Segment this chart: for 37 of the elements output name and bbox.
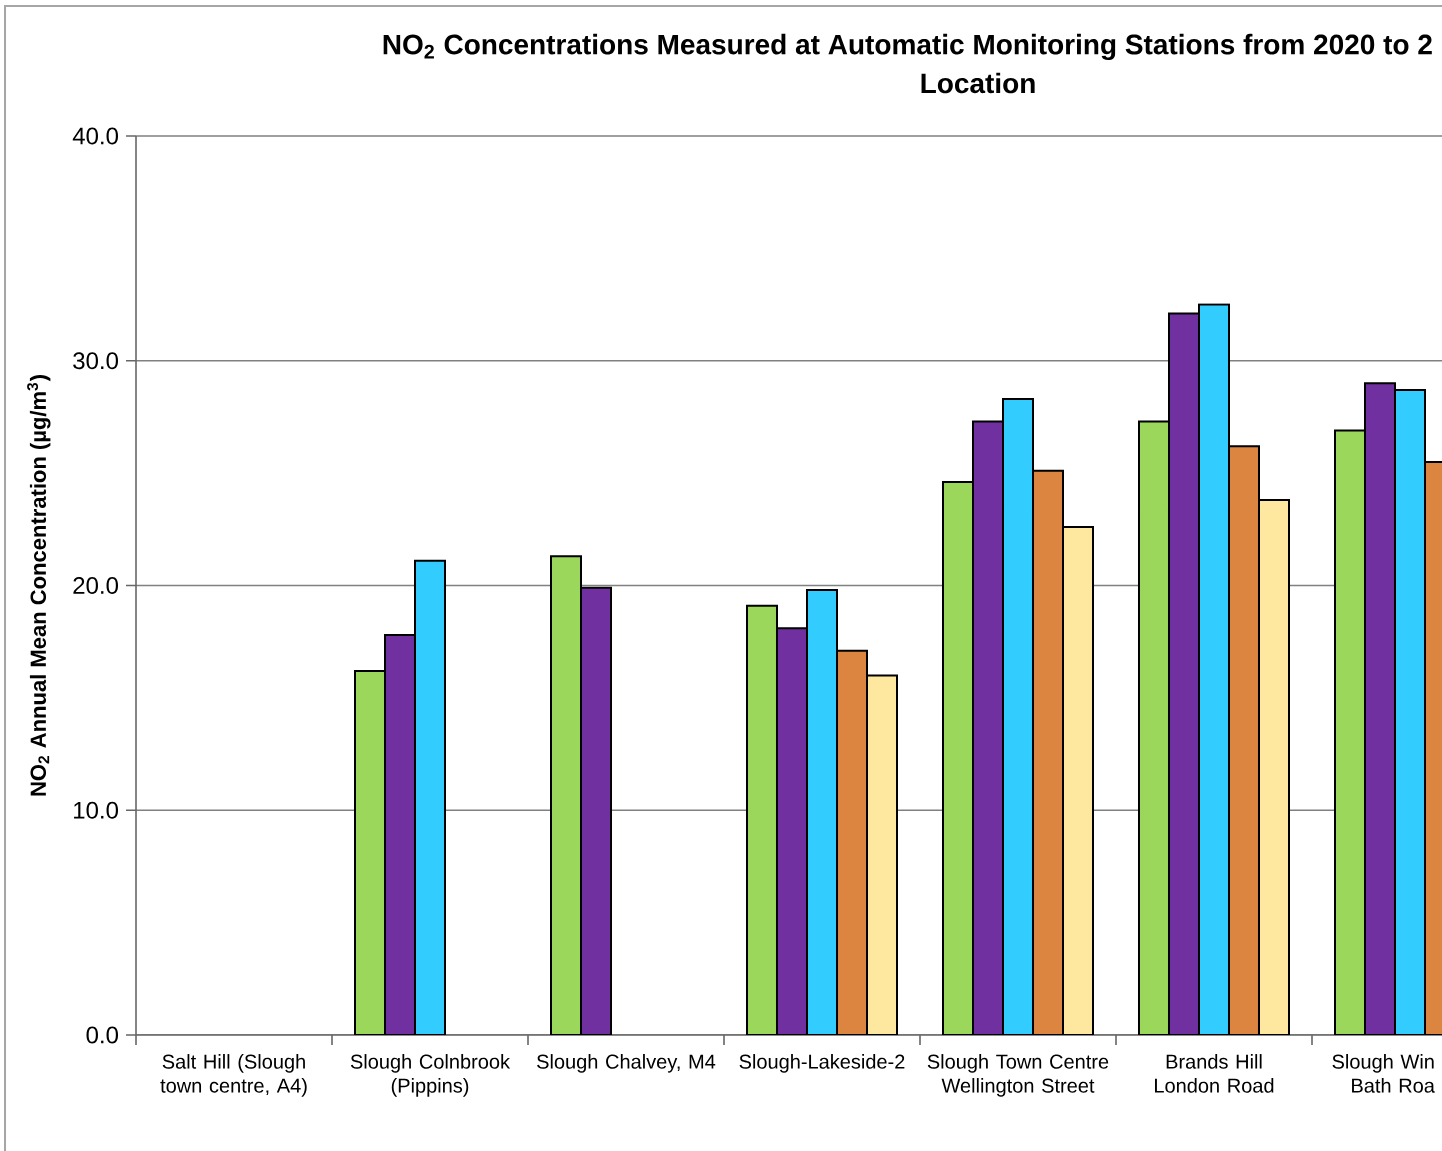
bar [1228,445,1260,1035]
bar [1168,312,1200,1035]
x-tick-label: Salt Hill (Slough town centre, A4) [160,1054,307,1097]
y-tick-label: 20.0 [73,577,119,594]
x-tick-label: Slough-Lakeside-2 [739,1054,905,1073]
x-tick-label: Slough Win Bath Roa [1332,1054,1435,1093]
bar [414,559,447,1035]
bar [1198,303,1230,1035]
bar [776,627,808,1035]
bar [1002,397,1034,1035]
bar [1364,382,1396,1035]
bar [580,586,612,1035]
bar [746,604,778,1035]
y-tick-label: 40.0 [72,127,119,145]
y-tick-label: 30.0 [73,352,119,370]
bar [550,555,582,1035]
x-tick-label: Brands Hill London Road [1155,1054,1274,1093]
y-tick-label: 0.0 [86,1026,119,1044]
y-axis-title: NO$_{2}$ Annual Mean Concentration (µg/m$^{3}$) [27,375,51,796]
x-tick-label: Slough Town Centre Wellington Street [927,1054,1109,1097]
bar [942,481,974,1035]
bar [384,633,416,1035]
bar [1258,499,1290,1035]
bar [1062,526,1094,1035]
y-tick-label: 10.0 [74,801,119,819]
bar [1032,469,1064,1035]
bar [972,420,1004,1035]
bar [354,669,386,1035]
chart-title: NO$_{2}$ Concentrations Measured at Automatic Monitoring Stations from 2020 to 2 [383,33,1432,61]
bar [1138,420,1170,1035]
bar [806,588,838,1035]
x-tick-label: Slough Chalvey, M4 [537,1054,716,1073]
chart-subtitle: Location [921,72,1035,94]
bar [866,674,898,1035]
x-tick-label: Slough Colnbrook (Pippins) [350,1054,511,1097]
bar [836,649,868,1035]
bar [1334,429,1366,1035]
